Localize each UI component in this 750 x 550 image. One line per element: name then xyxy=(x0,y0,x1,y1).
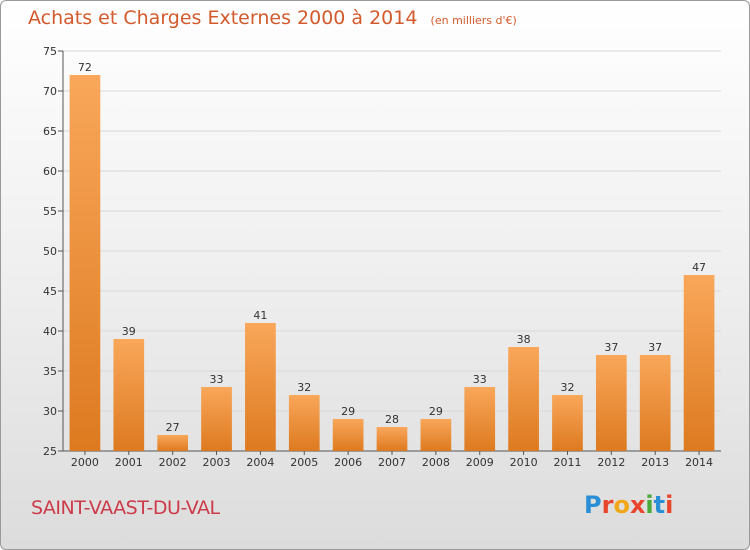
bar-2002 xyxy=(157,435,189,451)
data-label-2013: 37 xyxy=(648,341,662,354)
x-tick-label-2005: 2005 xyxy=(290,456,318,469)
commune-name: SAINT-VAAST-DU-VAL xyxy=(31,497,220,519)
x-tick-label-2002: 2002 xyxy=(159,456,187,469)
x-tick-label-2001: 2001 xyxy=(115,456,143,469)
y-tick-labels: 25 30 35 40 45 50 55 60 65 70 75 xyxy=(43,45,57,458)
x-tick-label-2000: 2000 xyxy=(71,456,99,469)
x-tick-label-2004: 2004 xyxy=(246,456,274,469)
y-tick-label: 50 xyxy=(43,245,57,258)
data-label-2001: 39 xyxy=(122,325,136,338)
data-label-2002: 27 xyxy=(166,421,180,434)
data-label-2010: 38 xyxy=(517,333,531,346)
x-tick-label-2014: 2014 xyxy=(685,456,713,469)
data-label-2011: 32 xyxy=(560,381,574,394)
x-tick-label-2007: 2007 xyxy=(378,456,406,469)
data-label-2004: 41 xyxy=(253,309,267,322)
data-label-2014: 47 xyxy=(692,261,706,274)
y-tick-label: 35 xyxy=(43,365,57,378)
bar-2000 xyxy=(69,75,101,451)
y-tick-label: 30 xyxy=(43,405,57,418)
data-labels: 72 39 27 33 41 32 29 28 29 33 38 32 37 37 47 xyxy=(78,61,706,434)
chart-subtitle: (en milliers d'€) xyxy=(430,14,517,27)
x-tick-label-2006: 2006 xyxy=(334,456,362,469)
x-tick-labels: 2000 2001 2002 2003 2004 2005 2006 2007 2008 2009… xyxy=(71,456,713,469)
x-tick-label-2011: 2011 xyxy=(553,456,581,469)
y-tick-label: 75 xyxy=(43,45,57,58)
bar-2007 xyxy=(376,427,408,451)
x-tick-label-2013: 2013 xyxy=(641,456,669,469)
data-label-2012: 37 xyxy=(604,341,618,354)
x-tick-label-2009: 2009 xyxy=(466,456,494,469)
chart-title: Achats et Charges Externes 2000 à 2014 xyxy=(28,7,418,29)
bar-2011 xyxy=(552,395,583,451)
y-tick-label: 70 xyxy=(43,85,57,98)
x-tick-label-2012: 2012 xyxy=(597,456,625,469)
x-tick-label-2008: 2008 xyxy=(422,456,450,469)
bar-2005 xyxy=(288,395,320,451)
bar-2009 xyxy=(464,387,496,451)
bar-2012 xyxy=(595,355,627,451)
chart-title-row: Achats et Charges Externes 2000 à 2014 (… xyxy=(28,7,517,29)
bar-2010 xyxy=(508,347,539,451)
bar-2013 xyxy=(639,355,671,451)
y-tick-label: 40 xyxy=(43,325,57,338)
y-tick-label: 65 xyxy=(43,125,57,138)
y-tick-label: 25 xyxy=(43,445,57,458)
data-label-2006: 29 xyxy=(341,405,355,418)
data-label-2000: 72 xyxy=(78,61,92,74)
proxiti-logo[interactable]: Proxiti xyxy=(584,491,674,519)
data-label-2005: 32 xyxy=(297,381,311,394)
bar-2008 xyxy=(420,419,452,451)
data-label-2009: 33 xyxy=(473,373,487,386)
data-label-2003: 33 xyxy=(210,373,224,386)
x-tick-label-2010: 2010 xyxy=(510,456,538,469)
bar-2004 xyxy=(245,323,276,451)
data-label-2008: 29 xyxy=(429,405,443,418)
y-tick-label: 60 xyxy=(43,165,57,178)
bar-2014 xyxy=(683,275,715,451)
y-tick-label: 45 xyxy=(43,285,57,298)
bars xyxy=(69,75,715,451)
bar-2001 xyxy=(113,339,145,451)
data-label-2007: 28 xyxy=(385,413,399,426)
bar-2006 xyxy=(332,419,364,451)
bar-2003 xyxy=(201,387,232,451)
y-tick-label: 55 xyxy=(43,205,57,218)
x-tick-label-2003: 2003 xyxy=(203,456,231,469)
